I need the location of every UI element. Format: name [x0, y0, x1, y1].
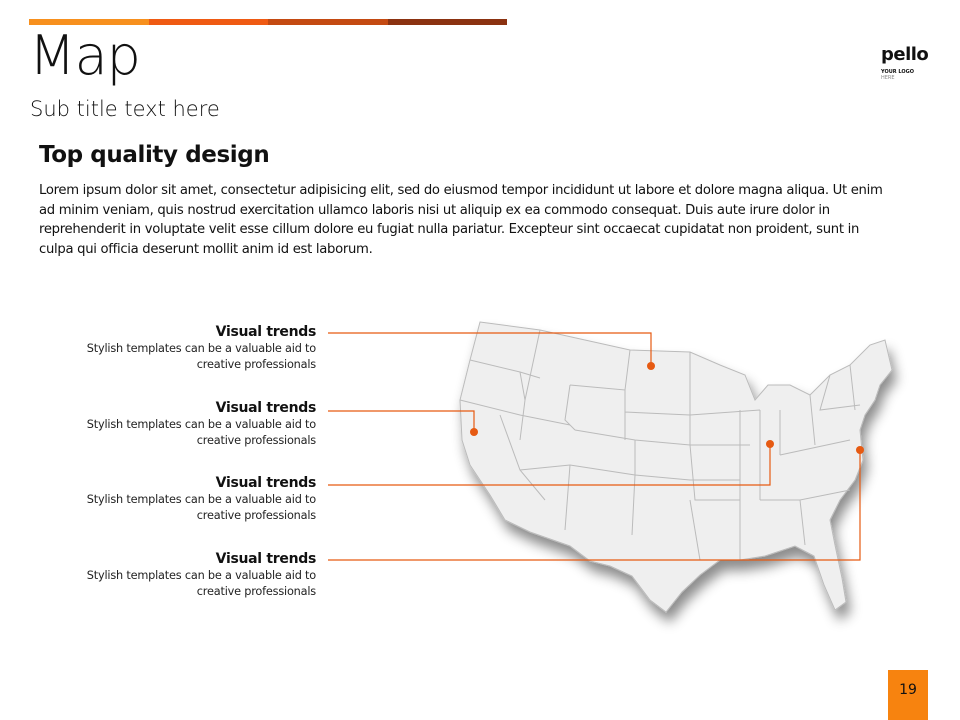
marker-dot[interactable] [856, 446, 864, 454]
callout-2: Visual trends Stylish templates can be a… [76, 399, 317, 449]
accent-bar-1 [29, 19, 149, 25]
logo-line2: HERE [881, 75, 895, 81]
accent-bar-2 [148, 19, 268, 25]
accent-bar-3 [268, 19, 388, 25]
logo: pello YOUR LOGO HERE [881, 44, 929, 81]
section-heading: Top quality design [39, 142, 270, 168]
page-number: 19 [888, 670, 928, 720]
body-text: Lorem ipsum dolor sit amet, consectetur … [39, 183, 883, 257]
us-map-outline [459, 321, 893, 613]
callout-1: Visual trends Stylish templates can be a… [76, 323, 317, 373]
callout-lines [328, 332, 861, 561]
callout-title: Visual trends [215, 400, 317, 416]
marker-dot[interactable] [647, 362, 655, 370]
logo-name: pello [881, 44, 929, 65]
callout-text: Stylish templates can be a valuable aid … [86, 493, 316, 522]
callout-text: Stylish templates can be a valuable aid … [86, 569, 316, 598]
marker-dot[interactable] [470, 428, 478, 436]
marker-dot[interactable] [766, 440, 774, 448]
callout-text: Stylish templates can be a valuable aid … [86, 418, 316, 447]
callout-text: Stylish templates can be a valuable aid … [86, 342, 316, 371]
page-title: Map [29, 24, 141, 87]
callout-3: Visual trends Stylish templates can be a… [76, 474, 317, 524]
callout-title: Visual trends [215, 475, 317, 491]
page-subtitle: Sub title text here [30, 97, 220, 121]
state-borders [459, 329, 861, 561]
callout-title: Visual trends [215, 551, 317, 567]
callout-title: Visual trends [215, 324, 317, 340]
callout-4: Visual trends Stylish templates can be a… [76, 550, 317, 600]
logo-line1: YOUR LOGO [881, 69, 914, 75]
accent-bar-4 [387, 19, 507, 25]
